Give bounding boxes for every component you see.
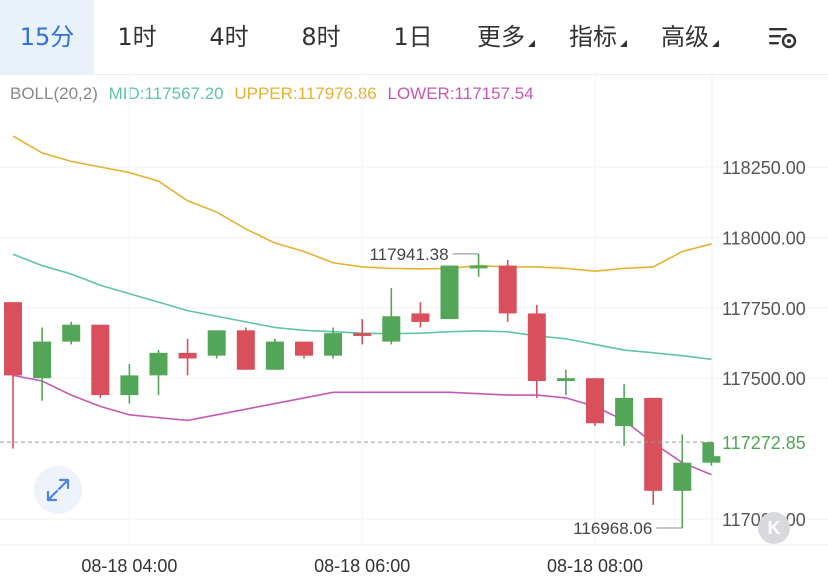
candle-body bbox=[120, 375, 139, 396]
candle-body bbox=[207, 330, 226, 356]
tab-label: 1时 bbox=[117, 23, 157, 51]
expand-icon bbox=[46, 478, 70, 502]
candle-body bbox=[62, 324, 81, 342]
y-tick-label: 118250.00 bbox=[722, 158, 806, 178]
tab-4h[interactable]: 4时 bbox=[184, 0, 274, 74]
candle-body bbox=[527, 313, 546, 382]
chart-settings-icon bbox=[769, 28, 797, 49]
candle-body bbox=[411, 313, 430, 322]
tab-more[interactable]: 更多 bbox=[464, 0, 548, 74]
candle-body bbox=[498, 265, 517, 314]
watermark-logo: K bbox=[758, 512, 790, 544]
dropdown-triangle-icon bbox=[528, 40, 535, 47]
candle-body bbox=[644, 397, 663, 491]
y-tick-label: 118000.00 bbox=[722, 228, 806, 248]
tab-label: 更多 bbox=[477, 23, 525, 51]
candle-body bbox=[353, 333, 372, 336]
candle-body bbox=[4, 302, 22, 376]
tab-8h[interactable]: 8时 bbox=[276, 0, 366, 74]
chart-settings-button[interactable] bbox=[750, 0, 814, 74]
tab-label: 15分 bbox=[19, 23, 75, 51]
candle-body bbox=[178, 352, 197, 359]
candle-body bbox=[324, 333, 343, 356]
y-tick-label: 117750.00 bbox=[722, 299, 806, 319]
candle-body bbox=[469, 265, 488, 269]
last-price-label: 117272.85 bbox=[722, 433, 806, 453]
last-price-badge bbox=[714, 428, 828, 457]
tab-indicators[interactable]: 指标 bbox=[556, 0, 640, 74]
boll-upper-value: UPPER:117976.86 bbox=[234, 84, 377, 103]
candle-body bbox=[556, 378, 575, 382]
candle-body bbox=[33, 341, 52, 379]
candle-body bbox=[295, 341, 313, 356]
candle-body bbox=[91, 324, 110, 396]
candle-body bbox=[382, 316, 401, 342]
tab-1h[interactable]: 1时 bbox=[94, 0, 180, 74]
tab-advanced[interactable]: 高级 bbox=[648, 0, 732, 74]
boll-mid-value: MID:117567.20 bbox=[108, 84, 224, 103]
tab-label: 4时 bbox=[209, 23, 249, 51]
candle-body bbox=[440, 265, 459, 320]
tab-label: 8时 bbox=[301, 23, 341, 51]
y-tick-label: 117500.00 bbox=[722, 369, 806, 389]
tab-label: 1日 bbox=[393, 23, 433, 51]
boll-lower-value: LOWER:117157.54 bbox=[387, 84, 534, 103]
tab-label: 指标 bbox=[569, 23, 617, 51]
x-tick-label: 08-18 08:00 bbox=[547, 556, 643, 576]
boll-upper-line bbox=[12, 135, 712, 272]
candle-body bbox=[586, 378, 604, 424]
x-tick-label: 08-18 04:00 bbox=[81, 556, 177, 576]
timeframe-tabbar: 15分 1时 4时 8时 1日 更多 指标 高级 bbox=[0, 0, 828, 75]
x-tick-label: 08-18 06:00 bbox=[314, 556, 410, 576]
candle-body bbox=[615, 397, 634, 427]
candle-body bbox=[673, 462, 692, 491]
dropdown-triangle-icon bbox=[712, 40, 719, 47]
fullscreen-button[interactable] bbox=[34, 466, 82, 514]
dropdown-triangle-icon bbox=[620, 40, 627, 47]
tab-label: 高级 bbox=[661, 23, 709, 51]
boll-legend: BOLL(20,2) MID:117567.20 UPPER:117976.86… bbox=[10, 84, 540, 104]
tab-15m[interactable]: 15分 bbox=[0, 0, 94, 74]
candle-body bbox=[265, 341, 284, 370]
high-price-label: 117941.38 bbox=[369, 245, 448, 264]
tab-1d[interactable]: 1日 bbox=[368, 0, 458, 74]
candle-body bbox=[149, 352, 168, 376]
candle-body bbox=[236, 330, 255, 370]
low-price-label: 116968.06 bbox=[573, 519, 652, 538]
boll-name: BOLL(20,2) bbox=[10, 84, 98, 103]
